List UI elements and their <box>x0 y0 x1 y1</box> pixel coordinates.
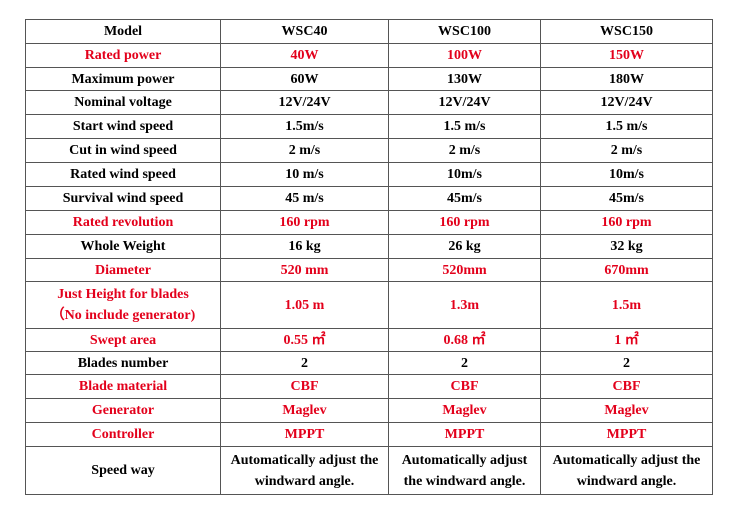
cell: 45m/s <box>540 186 713 211</box>
table-row: Speed way Automatically adjust the windwa… <box>25 446 713 495</box>
table-row: Cut in wind speed 2 m/s 2 m/s 2 m/s <box>25 138 713 163</box>
row-label: Rated revolution <box>25 210 221 235</box>
cell: 1.5 m/s <box>540 114 713 139</box>
cell: CBF <box>540 374 713 399</box>
row-label: Speed way <box>25 446 221 495</box>
cell: 2 m/s <box>540 138 713 163</box>
cell: Automatically adjust the windward angle. <box>540 446 713 495</box>
cell: WSC150 <box>540 19 713 44</box>
cell: 12V/24V <box>540 90 713 115</box>
cell: 45 m/s <box>220 186 389 211</box>
cell: 160 rpm <box>388 210 541 235</box>
table-row: Just Height for blades （No include gener… <box>25 281 713 329</box>
row-label: Survival wind speed <box>25 186 221 211</box>
cell: Automatically adjust the windward angle. <box>388 446 541 495</box>
cell: CBF <box>388 374 541 399</box>
cell: 1.3m <box>388 281 541 329</box>
cell: 1.5m <box>540 281 713 329</box>
table-row: Model WSC40 WSC100 WSC150 <box>25 19 713 44</box>
table-row: Rated power 40W 100W 150W <box>25 43 713 68</box>
cell: Automatically adjust the windward angle. <box>220 446 389 495</box>
cell: 32 kg <box>540 234 713 259</box>
cell: 60W <box>220 67 389 91</box>
cell: Maglev <box>388 398 541 423</box>
table-row: Start wind speed 1.5m/s 1.5 m/s 1.5 m/s <box>25 114 713 139</box>
cell: 670mm <box>540 258 713 282</box>
cell: 1.5m/s <box>220 114 389 139</box>
table-row: Survival wind speed 45 m/s 45m/s 45m/s <box>25 186 713 211</box>
table-row: Maximum power 60W 130W 180W <box>25 67 713 91</box>
cell: 160 rpm <box>540 210 713 235</box>
spec-table: Model WSC40 WSC100 WSC150 Rated power 40W 100W… <box>25 19 713 495</box>
cell: 1.05 m <box>220 281 389 329</box>
cell: 160 rpm <box>220 210 389 235</box>
cell: 2 m/s <box>388 138 541 163</box>
cell: 520mm <box>388 258 541 282</box>
cell: 26 kg <box>388 234 541 259</box>
table-row: Controller MPPT MPPT MPPT <box>25 422 713 447</box>
cell: 2 <box>388 351 541 375</box>
row-label: Just Height for blades （No include gener… <box>25 281 221 329</box>
cell: MPPT <box>540 422 713 447</box>
cell: Maglev <box>220 398 389 423</box>
row-label: Blades number <box>25 351 221 375</box>
cell: 2 <box>220 351 389 375</box>
row-label: Rated power <box>25 43 221 68</box>
cell: WSC100 <box>388 19 541 44</box>
cell: Maglev <box>540 398 713 423</box>
cell: 2 <box>540 351 713 375</box>
row-label: Start wind speed <box>25 114 221 139</box>
cell: 130W <box>388 67 541 91</box>
cell: 16 kg <box>220 234 389 259</box>
cell: 45m/s <box>388 186 541 211</box>
cell: 40W <box>220 43 389 68</box>
cell: 150W <box>540 43 713 68</box>
cell: CBF <box>220 374 389 399</box>
cell: 1.5 m/s <box>388 114 541 139</box>
table-row: Swept area 0.55 ㎡ 0.68 ㎡ 1 ㎡ <box>25 328 713 352</box>
row-label: Generator <box>25 398 221 423</box>
row-label: Cut in wind speed <box>25 138 221 163</box>
cell: 10m/s <box>540 162 713 187</box>
table-row: Whole Weight 16 kg 26 kg 32 kg <box>25 234 713 259</box>
cell: WSC40 <box>220 19 389 44</box>
row-label: Rated wind speed <box>25 162 221 187</box>
cell: MPPT <box>220 422 389 447</box>
row-label: Diameter <box>25 258 221 282</box>
cell: 10 m/s <box>220 162 389 187</box>
cell: MPPT <box>388 422 541 447</box>
table-row: Blades number 2 2 2 <box>25 351 713 375</box>
cell: 0.55 ㎡ <box>220 328 389 352</box>
cell: 180W <box>540 67 713 91</box>
table-row: Rated revolution 160 rpm 160 rpm 160 rpm <box>25 210 713 235</box>
table-row: Generator Maglev Maglev Maglev <box>25 398 713 423</box>
row-label: Controller <box>25 422 221 447</box>
cell: 520 mm <box>220 258 389 282</box>
cell: 1 ㎡ <box>540 328 713 352</box>
cell: 10m/s <box>388 162 541 187</box>
row-label: Model <box>25 19 221 44</box>
row-label: Swept area <box>25 328 221 352</box>
row-label: Maximum power <box>25 67 221 91</box>
table-row: Diameter 520 mm 520mm 670mm <box>25 258 713 282</box>
cell: 100W <box>388 43 541 68</box>
cell: 12V/24V <box>388 90 541 115</box>
row-label: Nominal voltage <box>25 90 221 115</box>
cell: 12V/24V <box>220 90 389 115</box>
table-row: Rated wind speed 10 m/s 10m/s 10m/s <box>25 162 713 187</box>
row-label: Blade material <box>25 374 221 399</box>
table-row: Blade material CBF CBF CBF <box>25 374 713 399</box>
cell: 0.68 ㎡ <box>388 328 541 352</box>
cell: 2 m/s <box>220 138 389 163</box>
table-row: Nominal voltage 12V/24V 12V/24V 12V/24V <box>25 90 713 115</box>
row-label: Whole Weight <box>25 234 221 259</box>
